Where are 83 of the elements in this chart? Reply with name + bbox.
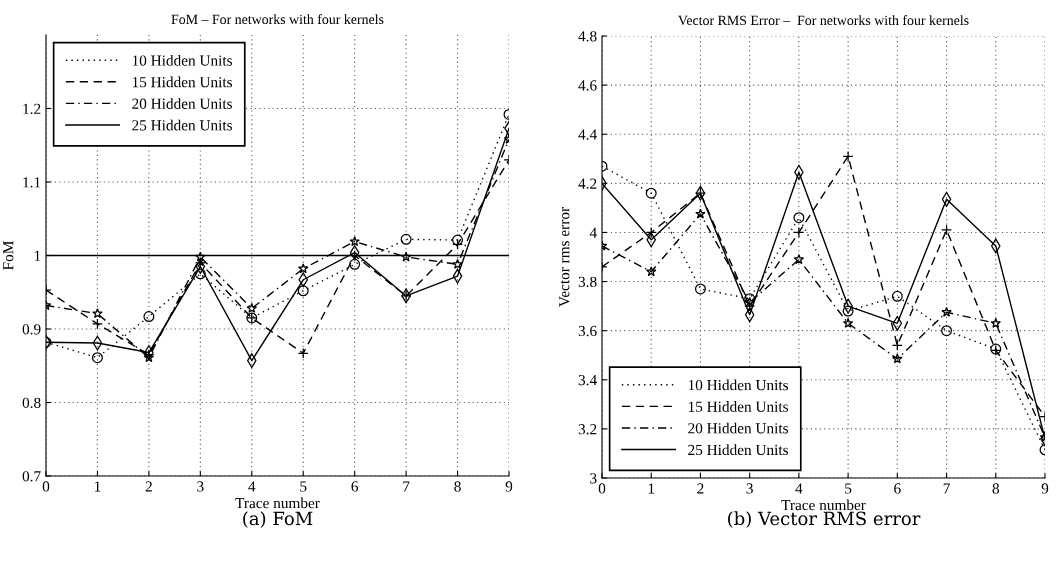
chart-title: FoM – For networks with four kernels [171,14,384,25]
y-tick-label: 3 [590,473,597,484]
point [349,258,361,270]
point [645,187,657,199]
point [195,251,206,262]
y-tick-label: 1.1 [23,177,41,188]
legend-label: 25 Hidden Units [688,444,788,456]
x-tick-label: 9 [505,481,513,492]
y-tick-label: 1 [34,250,41,261]
x-tick-label: 1 [94,481,101,492]
point [349,236,360,247]
point [645,266,657,277]
point [694,283,706,295]
x-tick-label: 4 [795,483,803,494]
point [842,305,854,317]
y-tick-label: 0.8 [22,397,41,409]
point [892,353,903,364]
y-tick-label: 3.6 [578,325,597,337]
x-tick-label: 8 [992,483,1000,494]
x-tick-label: 4 [248,481,256,492]
x-axis-title: Trace number [235,497,320,509]
y-tick-label: 3.2 [578,424,597,435]
legend-label: 25 Hidden Units [132,119,232,131]
point [400,233,412,245]
point [990,317,1002,328]
y-tick-label: 4.8 [578,31,597,42]
x-tick-label: 5 [300,481,307,492]
point [400,251,412,262]
y-tick-label: 3.8 [578,276,597,288]
point [941,325,953,337]
text: (a) FoM [243,511,313,528]
text: (b) Vector RMS error [728,511,921,528]
point [452,258,463,269]
legend-label: 10 Hidden Units [688,379,788,391]
legend-label: 15 Hidden Units [132,76,232,88]
x-tick-label: 9 [1041,483,1049,494]
point [891,290,903,302]
point [941,306,952,317]
y-tick-label: 4.4 [578,129,597,140]
x-tick-label: 2 [697,483,704,494]
legend-label: 15 Hidden Units [688,401,788,412]
point [91,318,103,330]
point [793,253,805,265]
x-tick-label: 7 [403,481,410,492]
point [891,339,903,351]
legend-label: 10 Hidden Units [132,54,232,66]
point [194,268,206,280]
x-tick-label: 7 [943,483,950,494]
y-tick-label: 4.2 [578,178,597,189]
point [143,311,155,322]
y-tick-label: 3.4 [578,374,597,386]
x-tick-label: 6 [894,483,901,494]
point [941,224,953,236]
y-tick-label: 4.6 [578,80,597,91]
x-tick-label: 6 [351,481,359,492]
chart-title: Vector RMS Error – For networks with four kernels [678,15,969,26]
y-tick-label: 4 [589,227,597,238]
x-tick-label: 0 [42,481,50,492]
legend-label: 20 Hidden Units [688,422,788,434]
x-axis-title: Trace number [781,499,866,511]
point [842,317,854,328]
point [793,212,805,224]
point [452,234,464,246]
y-tick-label: 1.2 [23,103,41,115]
y-tick-label: 0.9 [22,324,41,335]
point [91,352,103,364]
y-axis-title: Vector rms error [559,207,570,307]
legend-label: 20 Hidden Units [132,98,232,109]
point [695,208,706,219]
point [92,308,103,319]
x-tick-label: 3 [746,483,753,494]
x-tick-label: 1 [648,483,655,494]
point [297,285,309,297]
point [452,238,464,250]
x-tick-label: 5 [845,483,852,494]
y-axis-title: FoM [3,241,14,270]
point [297,263,309,274]
y-tick-label: 0.7 [22,471,41,482]
x-tick-label: 0 [598,483,606,494]
x-tick-label: 3 [197,481,204,492]
point [246,302,258,313]
x-tick-label: 2 [145,481,152,492]
x-tick-label: 8 [454,481,461,492]
